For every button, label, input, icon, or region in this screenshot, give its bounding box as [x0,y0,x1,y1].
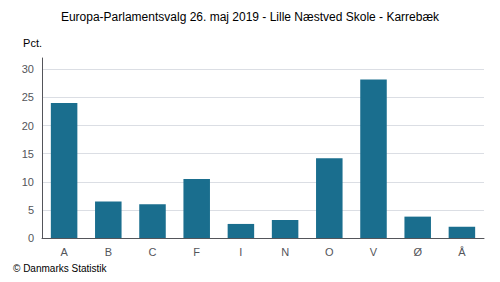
svg-text:I: I [239,246,242,258]
svg-text:30: 30 [22,63,34,75]
svg-text:O: O [325,246,334,258]
svg-text:Europa-Parlamentsvalg 26. maj: Europa-Parlamentsvalg 26. maj 2019 - Lil… [61,10,440,24]
svg-text:5: 5 [28,204,34,216]
svg-text:A: A [60,246,68,258]
svg-text:C: C [149,246,157,258]
svg-text:10: 10 [22,176,34,188]
svg-text:0: 0 [28,232,34,244]
svg-text:25: 25 [22,91,34,103]
svg-text:© Danmarks Statistik: © Danmarks Statistik [13,263,108,274]
svg-text:F: F [193,246,200,258]
svg-text:Ø: Ø [413,246,422,258]
svg-text:15: 15 [22,148,34,160]
svg-text:Å: Å [458,246,466,258]
svg-text:B: B [105,246,112,258]
svg-text:N: N [281,246,289,258]
svg-text:V: V [370,246,378,258]
svg-text:20: 20 [22,120,34,132]
svg-text:Pct.: Pct. [23,37,42,49]
